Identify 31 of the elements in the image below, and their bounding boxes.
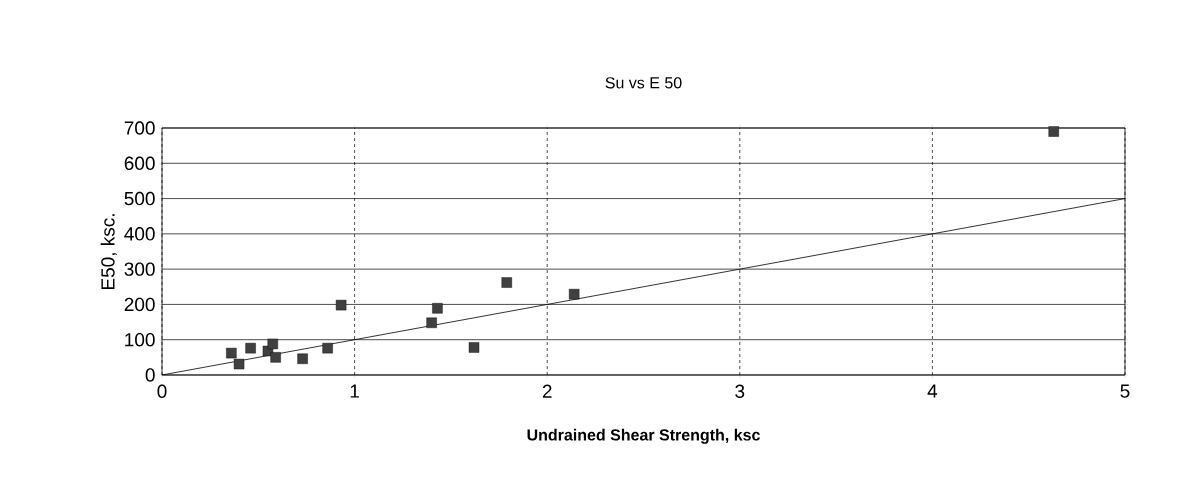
y-tick-label: 100 xyxy=(125,332,155,347)
point xyxy=(426,317,437,328)
x-tick-label: 2 xyxy=(542,384,552,398)
point xyxy=(297,353,308,364)
y-tick-label: 600 xyxy=(124,156,155,171)
y-tick-label: 500 xyxy=(124,191,155,206)
y-axis-title: E50, ksc. xyxy=(100,214,117,290)
y-tick-label: 400 xyxy=(124,227,155,241)
x-tick-label: 5 xyxy=(1120,384,1130,398)
chart-title: Su vs E 50 xyxy=(605,77,682,89)
y-tick-label: 700 xyxy=(124,121,155,135)
point xyxy=(245,342,256,354)
point xyxy=(267,338,278,350)
point xyxy=(568,288,580,300)
y-tick-label: 0 xyxy=(145,368,155,382)
point xyxy=(335,299,347,311)
x-tick-label: 3 xyxy=(735,384,745,398)
point xyxy=(322,342,333,354)
point xyxy=(270,352,281,363)
x-tick-label: 0 xyxy=(157,384,167,398)
y-tick-label: 200 xyxy=(124,297,155,312)
point xyxy=(226,347,237,359)
point xyxy=(432,303,443,314)
point xyxy=(501,277,512,288)
x-tick-label: 4 xyxy=(927,384,938,398)
x-axis-title: Undrained Shear Strength, ksc xyxy=(527,428,760,444)
x-tick-label: 1 xyxy=(350,384,359,398)
y-tick-label: 300 xyxy=(124,262,155,276)
point xyxy=(233,358,245,370)
point xyxy=(1048,126,1059,137)
point xyxy=(468,342,480,353)
